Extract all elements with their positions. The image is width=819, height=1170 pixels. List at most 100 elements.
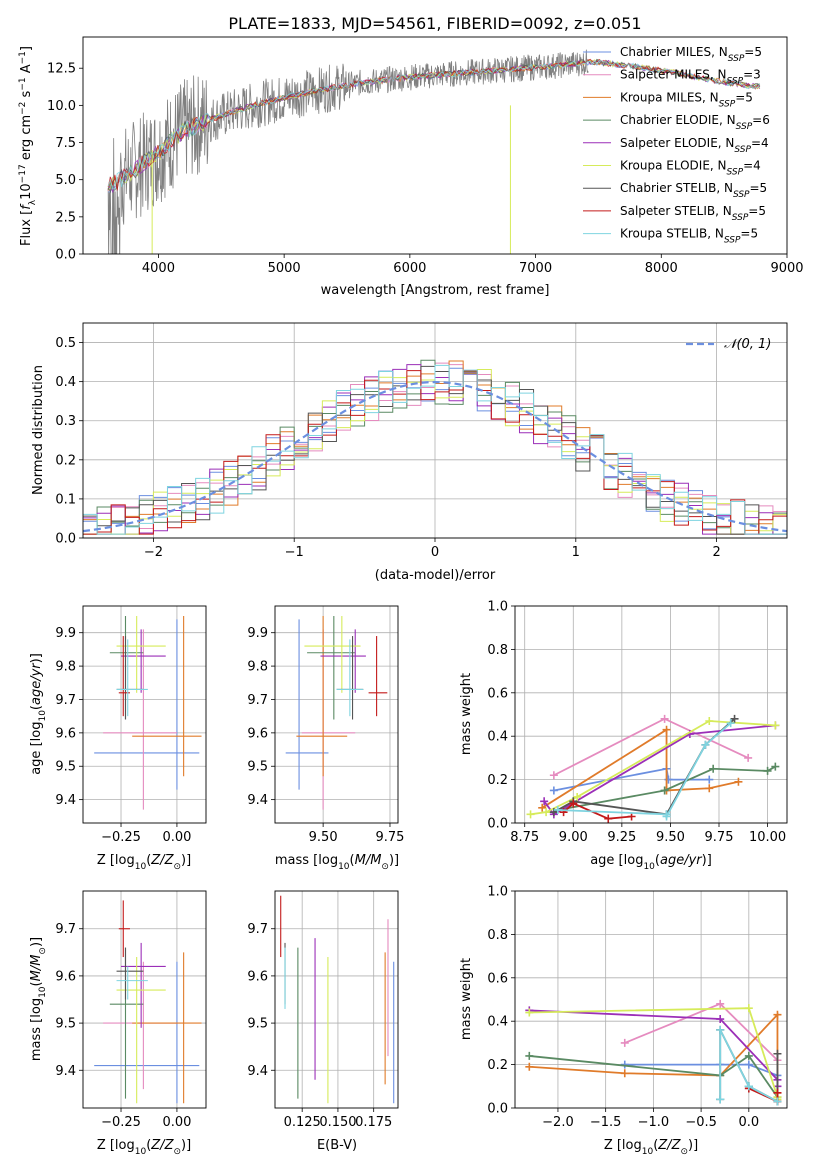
mass-weight-marker [744,1060,753,1069]
axes-frame [82,322,788,539]
y-tick-label: 0.4 [55,375,76,390]
observed-spectrum [107,49,589,254]
x-tick-label: 8.75 [510,830,539,845]
y-tick-label: 9.4 [247,793,268,808]
mass-weight-marker [705,784,714,793]
mass-weight-marker [716,1095,725,1104]
y-tick-label: 9.4 [247,1064,268,1079]
y-tick-label: 0.3 [55,414,76,429]
x-tick-label: 9.75 [376,830,405,845]
mass-weight-line-5 [543,724,776,816]
x-tick-label: −0.5 [685,1115,717,1130]
Z-massweight-ylabel: mass weight [459,958,474,1040]
x-tick-label: 0.00 [162,1115,191,1130]
mass-weight-line-7 [553,718,736,816]
y-tick-label: 2.5 [55,210,76,225]
age-massweight-xlabel: age [log10(age/yr)] [590,853,712,872]
Z-massweight-xlabel: Z [log10(Z/Z⊙)] [604,1138,698,1157]
mass-weight-marker [744,1004,753,1013]
normal-legend-label: 𝒩(0, 1) [724,337,771,352]
x-tick-label: −0.25 [101,1115,141,1130]
mass-weight-marker [662,725,671,734]
x-tick-label: 0.00 [162,830,191,845]
model-spectrum-9 [107,60,761,190]
mass-weight-marker [542,808,551,817]
mass-weight-marker [771,721,780,730]
x-tick-label: 10.00 [749,830,786,845]
y-tick-label: 0.4 [487,730,508,745]
x-tick-label: −2 [144,545,163,560]
plot-area [94,900,202,1104]
mass-weight-marker [549,771,558,780]
histogram-axes: −2 −1 0 1 2 0.0 0.1 0.2 0.3 0.4 0.5 [55,322,788,560]
x-tick-label: 9.75 [705,830,734,845]
x-tick-label: −2.0 [542,1115,574,1130]
Z-age-ylabel: age [log10(age/yr)] [29,653,48,775]
x-tick-label: 0.125 [284,1115,321,1130]
axes-frame [82,890,207,1109]
y-tick-label: 12.5 [47,62,76,77]
y-tick-label: 9.6 [247,969,268,984]
y-tick-label: 0.1 [55,492,76,507]
x-tick-label: 7000 [519,261,552,276]
axes-frame [82,36,788,255]
x-tick-label: 9.50 [309,830,338,845]
age-massweight-ylabel: mass weight [459,673,474,755]
mass-weight-marker [734,777,743,786]
legend-entry: Salpeter MILES, NSSP=3 [620,68,761,87]
mass-weight-marker [744,1051,753,1060]
mass-weight-marker [726,719,735,728]
x-tick-label: 9000 [770,261,803,276]
axes-frame [514,890,788,1109]
mass-weight-marker [709,764,718,773]
mass-weight-marker [660,714,669,723]
x-tick-label: 1 [572,545,580,560]
y-tick-label: 9.6 [55,969,76,984]
axes-frame [82,605,207,824]
mass-weight-marker [540,797,549,806]
x-tick-label: −1 [285,545,304,560]
mass-weight-marker [773,1088,782,1097]
mass-weight-marker [744,1082,753,1091]
y-tick-label: 0.8 [487,643,508,658]
plot-area [107,49,761,254]
x-tick-label: 6000 [393,261,426,276]
y-tick-label: 0.8 [487,928,508,943]
y-tick-label: 9.5 [247,1017,268,1032]
legend-entry: Kroupa ELODIE, NSSP=4 [620,159,761,178]
mass-weight-marker [773,1049,782,1058]
x-tick-label: −1.0 [638,1115,670,1130]
plot-area [83,359,787,535]
histogram-ylabel: Normed distribution [31,365,46,495]
mass-weight-marker [716,1015,725,1024]
plot-area [94,616,202,810]
mass-weight-marker [526,810,535,819]
y-tick-label: 9.4 [55,1064,76,1079]
Z-age-axes: −0.25 0.00 9.4 9.5 9.6 9.7 9.8 9.9 [55,605,207,845]
mass-weight-marker [773,1010,782,1019]
y-tick-label: 7.5 [55,136,76,151]
mass-weight-marker [549,786,558,795]
y-tick-label: 9.7 [247,693,268,708]
mass-weight-marker [620,1038,629,1047]
mass-weight-marker [716,1025,725,1034]
y-tick-label: 0.4 [487,1015,508,1030]
axes-frame [274,605,399,824]
legend-entry: Kroupa STELIB, NSSP=5 [620,227,758,246]
mass-weight-marker [569,799,578,808]
x-tick-label: −0.25 [101,830,141,845]
y-tick-label: 9.7 [247,922,268,937]
mass-weight-marker [538,803,547,812]
y-tick-label: 0.0 [55,532,76,547]
y-tick-label: 9.9 [55,626,76,641]
y-tick-label: 10.0 [47,99,76,114]
y-tick-label: 9.5 [55,760,76,775]
legend-entry: Chabrier STELIB, NSSP=5 [620,181,767,200]
mass-weight-marker [705,717,714,726]
y-tick-label: 0.0 [55,248,76,263]
mass-weight-marker [525,1062,534,1071]
legend-entry: Chabrier MILES, NSSP=5 [620,45,762,64]
legend-entry: Salpeter ELODIE, NSSP=4 [620,136,769,155]
